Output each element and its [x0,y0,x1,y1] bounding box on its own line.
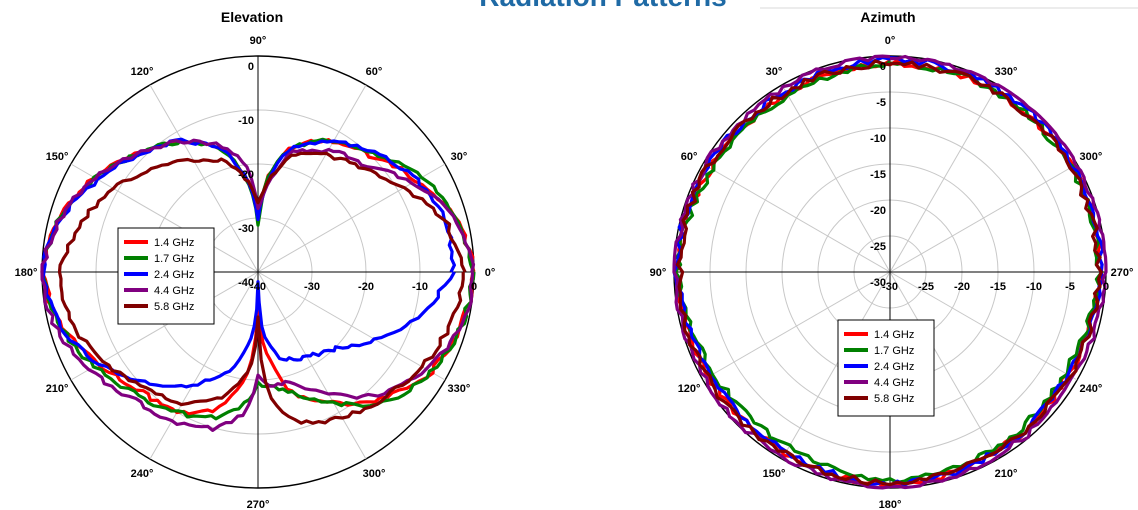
elevation-spoke [149,271,259,460]
elevation-spoke [257,84,367,273]
azimuth-angle-label: 150° [763,468,786,480]
azimuth-spoke [781,271,891,460]
azimuth-radial-tick-label: -20 [870,205,886,217]
azimuth-labels: 0 0 -5 -5 -10 -10 -15 -15 -20 -20 -25 -25 -30-30 0° 30… [650,35,1134,510]
azimuth-legend: 1.4 GHz 1.7 GHz 2.4 GHz 4.4 GHz 5.8 GHz [837,319,935,417]
elevation-labels: 0 0 -10 -10 -20 -20 -30 -30 -40-40 0° 30° 60° 90° 120… [15,35,496,510]
azimuth-legend-label: 1.7 GHz [874,345,914,357]
azimuth-radial-tick-label: -25 [870,241,886,253]
elevation-spoke [257,271,367,460]
azimuth-angle-label: 90° [650,267,667,279]
azimuth-radial-tick-label: -30 [870,277,886,289]
azimuth-radial-tick-label: -30 [882,281,898,293]
elevation-chart: Elevation 0 0 -10 -10 -20 -20 -30 -30 -40-40 0° 30… [15,9,496,510]
azimuth-angle-label: 180° [879,499,902,510]
azimuth-spoke [781,84,891,273]
elevation-angle-label: 210° [46,383,69,395]
elevation-series-5-8-ghz [57,151,467,425]
elevation-angle-label: 30° [451,151,468,163]
azimuth-radial-tick-label: -10 [870,133,886,145]
azimuth-angle-label: 300° [1080,151,1103,163]
elevation-angle-label: 150° [46,151,69,163]
azimuth-angle-label: 0° [885,35,896,47]
elevation-title: Elevation [221,9,283,25]
azimuth-series-group [672,54,1108,490]
elevation-angle-label: 0° [485,267,496,279]
elevation-angle-label: 60° [366,66,383,78]
elevation-legend: 1.4 GHz 1.7 GHz 2.4 GHz 4.4 GHz 5.8 GHz [117,227,215,325]
elevation-angle-label: 330° [448,383,471,395]
azimuth-legend-label: 4.4 GHz [874,377,914,389]
elevation-angle-label: 300° [363,468,386,480]
elevation-radial-tick-label: -40 [238,277,254,289]
elevation-radial-tick-label: 0 [248,61,254,73]
azimuth-spoke [702,271,891,381]
elevation-legend-label: 2.4 GHz [154,269,194,281]
elevation-legend-label: 1.4 GHz [154,237,194,249]
elevation-legend-label: 1.7 GHz [154,253,194,265]
azimuth-series-1-7-ghz [673,60,1104,484]
elevation-angle-label: 240° [131,468,154,480]
elevation-radial-tick-label: -30 [304,281,320,293]
elevation-series-2-4-ghz [41,137,456,389]
azimuth-spoke [889,84,999,273]
elevation-radial-tick-label: -20 [238,169,254,181]
azimuth-angle-label: 120° [678,383,701,395]
azimuth-angle-label: 330° [995,66,1018,78]
elevation-radial-tick-label: -20 [358,281,374,293]
elevation-spoke [257,271,446,381]
elevation-angle-label: 180° [15,267,38,279]
azimuth-spoke [889,271,1078,381]
azimuth-radial-tick-label: -20 [954,281,970,293]
elevation-angle-label: 120° [131,66,154,78]
azimuth-chart: Azimuth 0 0 -5 -5 -10 -10 -15 -15 -20 -20 -25 -25 -3… [650,9,1134,510]
elevation-radial-tick-label: -10 [238,115,254,127]
elevation-angle-label: 270° [247,499,270,510]
elevation-spoke [149,84,259,273]
azimuth-angle-label: 270° [1111,267,1134,279]
azimuth-radial-tick-label: -15 [990,281,1006,293]
page-title: Radiation Patterns [479,0,726,12]
azimuth-radial-tick-label: -5 [876,97,886,109]
elevation-radial-tick-label: 0 [471,281,477,293]
azimuth-legend-label: 2.4 GHz [874,361,914,373]
elevation-angle-label: 90° [250,35,267,47]
elevation-grid [41,55,475,489]
azimuth-spoke [702,163,891,273]
azimuth-angle-label: 240° [1080,383,1103,395]
azimuth-legend-label: 5.8 GHz [874,393,914,405]
azimuth-radial-tick-label: -5 [1065,281,1075,293]
elevation-legend-label: 4.4 GHz [154,285,194,297]
azimuth-radial-tick-label: -25 [918,281,934,293]
azimuth-spoke [889,163,1078,273]
azimuth-angle-label: 210° [995,468,1018,480]
elevation-spoke [257,163,446,273]
elevation-radial-tick-label: -40 [250,281,266,293]
azimuth-angle-label: 60° [681,151,698,163]
azimuth-radial-tick-label: -10 [1026,281,1042,293]
azimuth-legend-label: 1.4 GHz [874,329,914,341]
elevation-legend-label: 5.8 GHz [154,301,194,313]
azimuth-radial-tick-label: 0 [1103,281,1109,293]
azimuth-spoke [889,271,999,460]
azimuth-angle-label: 30° [766,66,783,78]
elevation-series-4-4-ghz [40,138,476,432]
elevation-spoke [70,163,259,273]
elevation-radial-tick-label: -30 [238,223,254,235]
azimuth-radial-tick-label: 0 [880,61,886,73]
azimuth-title: Azimuth [860,9,915,25]
elevation-radial-tick-label: -10 [412,281,428,293]
azimuth-series-5-8-ghz [675,59,1103,487]
azimuth-radial-tick-label: -15 [870,169,886,181]
elevation-series-group [40,137,476,432]
